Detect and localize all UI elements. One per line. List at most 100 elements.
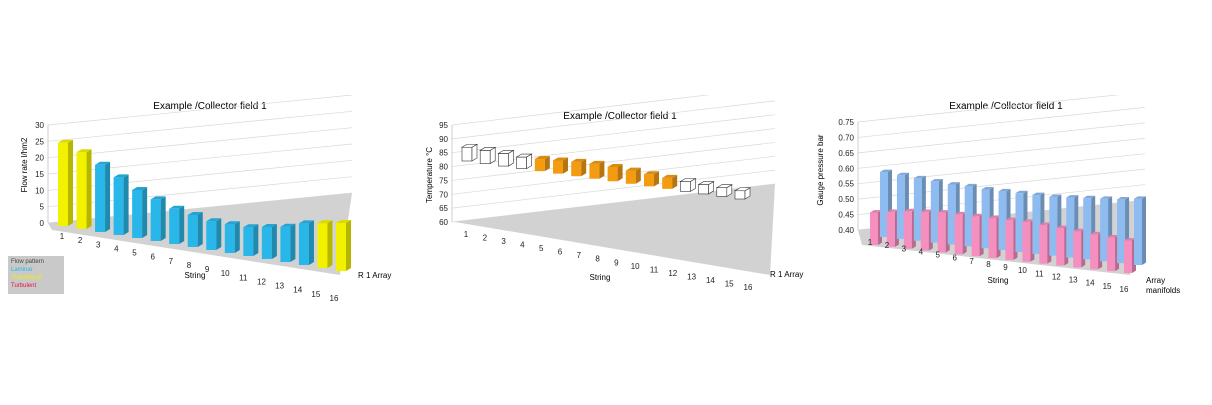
x-tick-label: 5 — [539, 244, 544, 253]
bar-front — [1124, 240, 1132, 273]
x-tick-label: 7 — [577, 251, 582, 260]
bar-front — [1073, 231, 1082, 268]
bar-top — [1005, 217, 1018, 220]
x-tick-label: 3 — [96, 240, 101, 249]
x-tick-label: 16 — [1120, 285, 1129, 294]
bar-front — [1056, 228, 1065, 266]
bar-side — [68, 139, 73, 226]
x-tick-label: 11 — [650, 265, 659, 274]
bar-front — [589, 163, 600, 179]
bar-front — [734, 190, 746, 200]
bar-top — [150, 196, 166, 200]
bar-top — [913, 175, 926, 179]
x-tick-label: 9 — [1003, 263, 1008, 272]
bar-top — [954, 211, 967, 215]
x-axis-label: String — [988, 276, 1009, 285]
bar-front — [920, 211, 929, 251]
bar-top — [206, 218, 222, 222]
bar-top — [998, 188, 1011, 192]
bar-top — [1049, 194, 1062, 197]
bar-side — [86, 149, 92, 229]
bar-front — [998, 191, 1007, 251]
bar-top — [1117, 196, 1130, 200]
bar-top — [1107, 234, 1120, 238]
gridline — [857, 107, 1146, 138]
bar-top — [76, 149, 92, 153]
bar-side — [654, 171, 659, 187]
flow-rate-chart: Example /Collector field 1 Flow rate l/h… — [20, 94, 391, 303]
bar-side — [253, 224, 259, 256]
bar-front — [1022, 221, 1031, 262]
gridline — [47, 143, 353, 175]
bar-top — [243, 224, 259, 228]
bar-top — [1134, 196, 1146, 199]
bar-front — [261, 227, 272, 259]
bar-top — [937, 210, 950, 213]
bar-top — [964, 183, 977, 187]
bar-front — [954, 214, 963, 255]
x-tick-label: 3 — [902, 244, 907, 253]
bar-top — [1066, 195, 1079, 198]
bar-side — [234, 221, 240, 253]
y-tick-label: 5 — [40, 203, 45, 212]
bar-top — [981, 187, 994, 190]
bar-top — [607, 163, 623, 167]
x-tick-label: 6 — [558, 248, 563, 257]
y-tick-label: 0.75 — [838, 118, 854, 127]
y-tick-label: 30 — [35, 121, 44, 130]
gridline — [451, 142, 776, 181]
bar-top — [679, 178, 697, 182]
bar-front — [937, 212, 946, 253]
x-tick-label: 10 — [1018, 266, 1027, 275]
bar-front — [1066, 197, 1075, 258]
bar-front — [930, 181, 939, 243]
gridline — [47, 94, 353, 126]
y-tick-label: 0.40 — [838, 226, 854, 235]
gridline — [47, 110, 353, 142]
bar-top — [1124, 238, 1136, 241]
bar-side — [563, 157, 568, 174]
bar-front — [298, 223, 309, 265]
y-tick-label: 85 — [439, 149, 448, 158]
bar-top — [1056, 225, 1069, 229]
bar-side — [544, 156, 550, 172]
x-tick-label: 14 — [706, 276, 715, 285]
x-tick-label: 13 — [1069, 276, 1078, 285]
flow-rate-chart-panel: Example /Collector field 1 Flow rate l/h… — [0, 94, 410, 395]
bar-side — [216, 218, 222, 250]
bar-front — [534, 159, 545, 172]
bar-side — [160, 196, 166, 241]
bar-top — [880, 169, 892, 172]
bar-front — [981, 189, 990, 249]
bar-top — [1083, 195, 1096, 199]
bar-top — [644, 171, 659, 175]
bar-top — [662, 174, 678, 178]
x-tick-label: 1 — [868, 238, 873, 247]
bar-front — [150, 199, 161, 241]
bar-top — [733, 187, 752, 192]
x-tick-label: 15 — [725, 279, 734, 288]
y-tick-label: 80 — [439, 163, 448, 172]
bar-top — [317, 220, 333, 224]
bar-top — [1015, 190, 1028, 194]
temperature-chart-panel: Example /Collector field 1 Temperature °… — [410, 86, 810, 395]
bar-front — [1032, 195, 1041, 254]
bar-top — [571, 158, 587, 162]
bar-top — [95, 161, 111, 165]
bar-top — [460, 143, 479, 148]
bar-top — [1090, 231, 1103, 235]
x-tick-label: 2 — [78, 236, 83, 245]
x-tick-label: 3 — [501, 237, 506, 246]
bar-front — [1100, 198, 1109, 262]
bar-top — [930, 178, 943, 182]
x-tick-label: 16 — [330, 294, 339, 303]
bar-front — [1090, 234, 1099, 270]
bar-front — [243, 227, 254, 256]
chart-floor — [452, 184, 775, 275]
bar-front — [680, 181, 691, 192]
x-tick-label: 12 — [668, 269, 677, 278]
legend-item-transitional: Transitional — [11, 275, 42, 281]
bar-front — [336, 223, 346, 271]
bar-top — [336, 220, 351, 223]
y-tick-label: 0.45 — [838, 211, 854, 220]
